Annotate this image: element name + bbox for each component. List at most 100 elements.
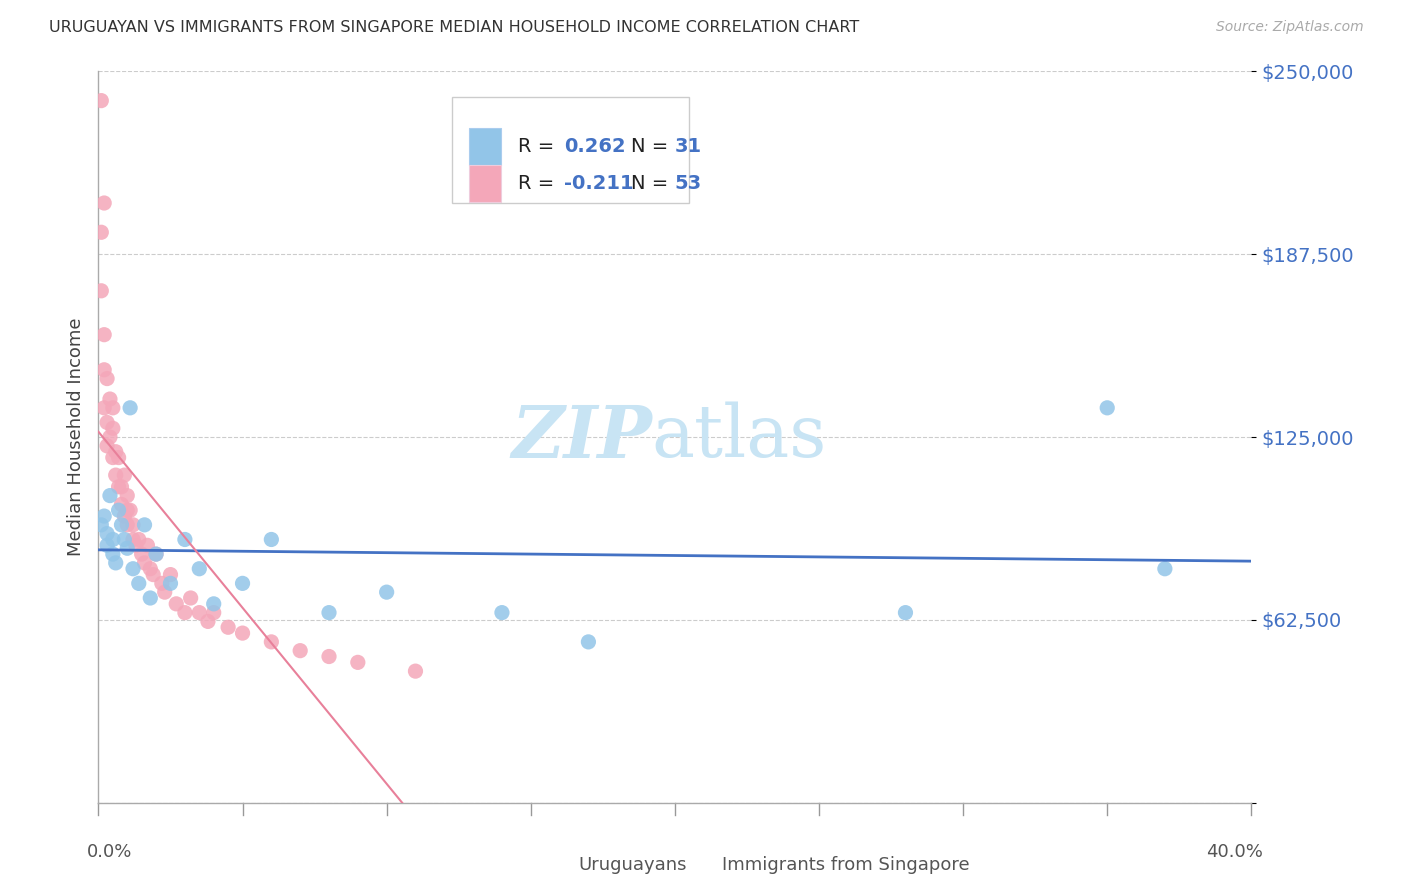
Point bbox=[107, 480, 129, 494]
Point bbox=[122, 533, 145, 547]
Point bbox=[894, 606, 917, 620]
Point bbox=[142, 567, 165, 582]
Point bbox=[128, 576, 150, 591]
Point bbox=[101, 533, 124, 547]
Point bbox=[260, 533, 283, 547]
Point bbox=[1097, 401, 1119, 415]
Point bbox=[117, 489, 139, 503]
Point bbox=[159, 576, 181, 591]
Text: -0.211: -0.211 bbox=[564, 174, 634, 193]
Text: atlas: atlas bbox=[652, 401, 827, 473]
Point bbox=[96, 439, 118, 453]
Point bbox=[165, 597, 187, 611]
Point bbox=[110, 497, 132, 511]
Point bbox=[96, 538, 118, 552]
Point bbox=[188, 562, 211, 576]
Point bbox=[93, 509, 115, 524]
Point bbox=[112, 509, 135, 524]
Point bbox=[139, 562, 162, 576]
Point bbox=[120, 503, 142, 517]
Point bbox=[96, 416, 118, 430]
Point bbox=[93, 363, 115, 377]
Point bbox=[375, 585, 398, 599]
Point bbox=[145, 547, 167, 561]
Point bbox=[134, 556, 156, 570]
Point bbox=[578, 635, 600, 649]
Point bbox=[202, 597, 225, 611]
Point bbox=[101, 450, 124, 465]
Point bbox=[174, 533, 197, 547]
Point bbox=[491, 606, 513, 620]
Point bbox=[98, 392, 121, 406]
Point bbox=[188, 606, 211, 620]
Point bbox=[120, 401, 142, 415]
Point bbox=[180, 591, 202, 605]
Point bbox=[231, 576, 254, 591]
Point bbox=[107, 450, 129, 465]
Point bbox=[112, 533, 135, 547]
Text: N =: N = bbox=[631, 137, 675, 156]
Point bbox=[104, 444, 127, 458]
Text: Uruguayans: Uruguayans bbox=[578, 856, 686, 874]
Point bbox=[318, 606, 340, 620]
Point bbox=[112, 468, 135, 483]
Point bbox=[96, 371, 118, 385]
Point bbox=[90, 94, 112, 108]
Point bbox=[98, 489, 121, 503]
Point bbox=[153, 585, 176, 599]
Point bbox=[110, 517, 132, 532]
Text: 0.262: 0.262 bbox=[564, 137, 626, 156]
FancyBboxPatch shape bbox=[453, 97, 689, 203]
Point bbox=[405, 664, 427, 678]
Point bbox=[117, 541, 139, 556]
Text: R =: R = bbox=[517, 174, 561, 193]
Point bbox=[159, 567, 181, 582]
Text: 0.0%: 0.0% bbox=[87, 843, 132, 861]
Point bbox=[93, 327, 115, 342]
Point bbox=[117, 503, 139, 517]
Point bbox=[174, 606, 197, 620]
Point bbox=[318, 649, 340, 664]
Text: 31: 31 bbox=[675, 137, 702, 156]
Point bbox=[93, 401, 115, 415]
Y-axis label: Median Household Income: Median Household Income bbox=[66, 318, 84, 557]
FancyBboxPatch shape bbox=[468, 165, 501, 202]
Point bbox=[197, 615, 219, 629]
Point bbox=[107, 503, 129, 517]
Point bbox=[150, 576, 173, 591]
Text: 40.0%: 40.0% bbox=[1206, 843, 1263, 861]
Point bbox=[122, 562, 145, 576]
Point bbox=[90, 284, 112, 298]
Point bbox=[145, 547, 167, 561]
Point bbox=[110, 480, 132, 494]
Point bbox=[104, 556, 127, 570]
Point bbox=[217, 620, 239, 634]
Point bbox=[104, 468, 127, 483]
Point bbox=[93, 196, 115, 211]
Point bbox=[122, 517, 145, 532]
Point bbox=[117, 517, 139, 532]
Text: N =: N = bbox=[631, 174, 675, 193]
Point bbox=[290, 643, 312, 657]
Text: Source: ZipAtlas.com: Source: ZipAtlas.com bbox=[1216, 20, 1364, 34]
Point bbox=[231, 626, 254, 640]
Point bbox=[98, 430, 121, 444]
FancyBboxPatch shape bbox=[468, 128, 501, 165]
Point bbox=[136, 538, 159, 552]
FancyBboxPatch shape bbox=[686, 850, 714, 880]
Text: 53: 53 bbox=[675, 174, 702, 193]
Point bbox=[125, 538, 148, 552]
Point bbox=[101, 401, 124, 415]
Point bbox=[346, 656, 368, 670]
Text: URUGUAYAN VS IMMIGRANTS FROM SINGAPORE MEDIAN HOUSEHOLD INCOME CORRELATION CHART: URUGUAYAN VS IMMIGRANTS FROM SINGAPORE M… bbox=[49, 20, 859, 35]
Point bbox=[131, 547, 153, 561]
Point bbox=[260, 635, 283, 649]
Point bbox=[139, 591, 162, 605]
Text: Immigrants from Singapore: Immigrants from Singapore bbox=[723, 856, 970, 874]
Point bbox=[101, 421, 124, 435]
Text: R =: R = bbox=[517, 137, 561, 156]
Point bbox=[101, 547, 124, 561]
Point bbox=[202, 606, 225, 620]
Text: ZIP: ZIP bbox=[510, 401, 652, 473]
Point bbox=[90, 517, 112, 532]
